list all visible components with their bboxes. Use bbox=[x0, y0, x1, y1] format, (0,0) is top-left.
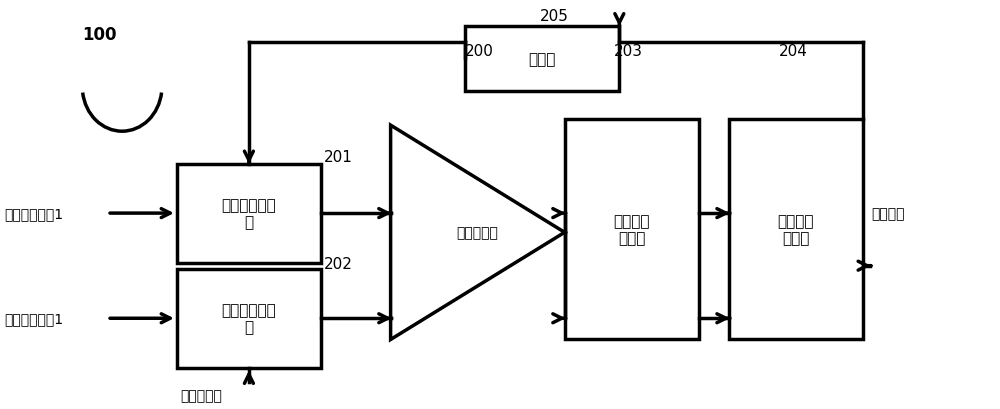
Text: 参考时钟信号1: 参考时钟信号1 bbox=[5, 311, 64, 325]
Bar bbox=[729, 120, 863, 339]
Text: 第一数控延迟
链: 第一数控延迟 链 bbox=[222, 198, 276, 230]
Text: 第二数控延迟
链: 第二数控延迟 链 bbox=[222, 302, 276, 335]
Text: 203: 203 bbox=[614, 44, 643, 58]
Text: 时间放大器: 时间放大器 bbox=[457, 226, 499, 240]
Text: 时间数字
转换器: 时间数字 转换器 bbox=[778, 213, 814, 246]
Text: 204: 204 bbox=[778, 44, 807, 58]
Bar bbox=[177, 269, 321, 368]
Text: 201: 201 bbox=[324, 149, 353, 164]
Text: 误差信号: 误差信号 bbox=[871, 207, 904, 220]
Text: 100: 100 bbox=[82, 26, 117, 44]
Text: 205: 205 bbox=[540, 9, 569, 25]
Text: 第二鉴频
鉴相器: 第二鉴频 鉴相器 bbox=[614, 213, 650, 246]
Text: 202: 202 bbox=[324, 257, 353, 272]
Bar bbox=[565, 120, 699, 339]
Text: 反馈分频信号1: 反馈分频信号1 bbox=[5, 207, 64, 220]
Bar bbox=[465, 27, 619, 92]
Text: 积分器: 积分器 bbox=[529, 52, 556, 67]
Text: 固定控制码: 固定控制码 bbox=[181, 388, 223, 402]
Bar bbox=[177, 164, 321, 263]
Text: 200: 200 bbox=[465, 44, 494, 58]
